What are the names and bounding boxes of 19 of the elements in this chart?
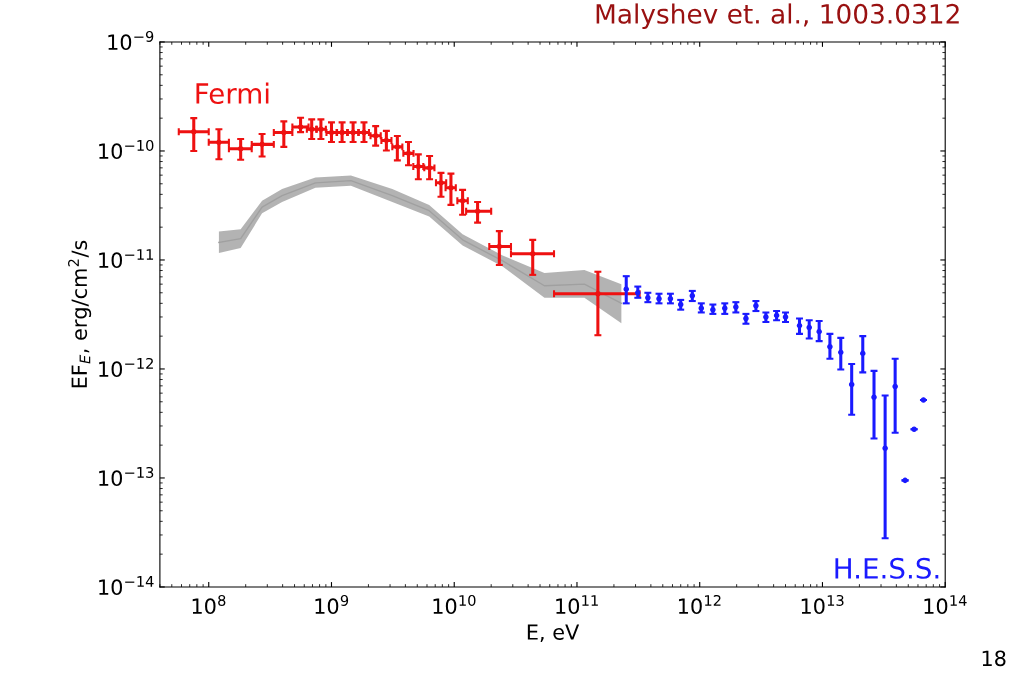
y-tick-label: 10$^{−14}$ xyxy=(99,576,154,596)
x-tick-label: 10$^{8}$ xyxy=(192,594,226,615)
series-label: Fermi xyxy=(196,82,269,105)
text: H.E.S.S. xyxy=(835,557,939,579)
x-tick-label: 10$^{11}$ xyxy=(556,595,598,615)
x-axis-title: E, eV xyxy=(527,624,580,643)
x-tick-label: 10$^{13}$ xyxy=(801,594,844,615)
x-tick-label: 10$^{10}$ xyxy=(433,594,476,615)
text: 18 xyxy=(982,650,1006,667)
y-tick-label: 10$^{−9}$ xyxy=(108,30,154,51)
x-tick-label: 10$^{14}$ xyxy=(924,595,967,615)
chart-title: Malyshev et. al., 1003.0312 xyxy=(596,3,959,29)
x-tick-label: 10$^{12}$ xyxy=(678,594,721,615)
x-tick-label: 10$^{9}$ xyxy=(315,594,349,615)
y-tick-label: 10$^{−11}$ xyxy=(99,249,154,269)
y-tick-label: 10$^{−10}$ xyxy=(99,139,154,160)
y-axis-title: EF$_{E}$, erg/cm$^{2}$/s xyxy=(68,240,92,388)
y-tick-label: 10$^{−13}$ xyxy=(99,466,154,487)
y-tick-label: 10$^{−12}$ xyxy=(99,357,153,378)
